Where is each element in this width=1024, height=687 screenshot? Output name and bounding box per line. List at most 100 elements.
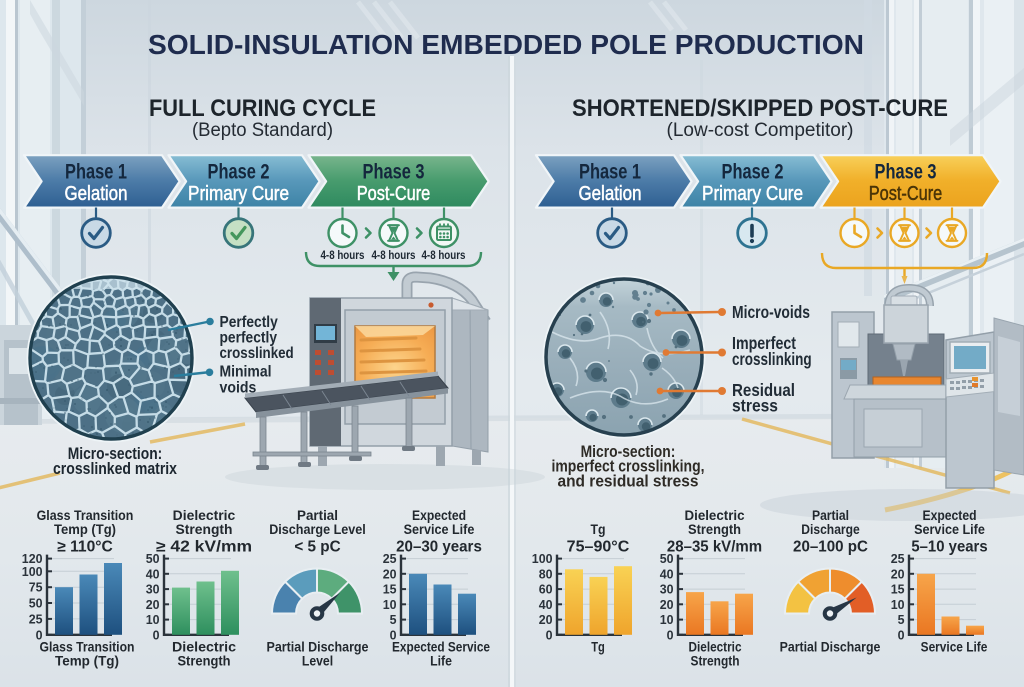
svg-text:Micro-section:: Micro-section: (68, 444, 163, 463)
svg-text:20: 20 (146, 597, 160, 612)
svg-text:20: 20 (383, 566, 397, 581)
svg-text:Tg: Tg (591, 522, 606, 537)
svg-text:Phase 1: Phase 1 (65, 161, 127, 184)
svg-text:Primary Cure: Primary Cure (702, 183, 803, 205)
svg-text:Partial: Partial (297, 508, 338, 523)
svg-text:FULL CURING CYCLE: FULL CURING CYCLE (149, 95, 376, 122)
svg-text:crosslinked: crosslinked (220, 345, 294, 362)
svg-text:Discharge: Discharge (801, 522, 860, 537)
svg-text:Strength: Strength (176, 522, 233, 537)
svg-text:Gelation: Gelation (579, 183, 642, 205)
svg-text:75: 75 (29, 580, 43, 595)
svg-text:Expected: Expected (923, 508, 977, 523)
svg-text:perfectly: perfectly (220, 330, 278, 347)
svg-text:voids: voids (220, 380, 257, 397)
svg-text:0: 0 (390, 627, 397, 642)
svg-text:0: 0 (546, 627, 553, 642)
svg-text:Micro-section:: Micro-section: (581, 442, 676, 461)
svg-text:50: 50 (29, 596, 43, 611)
svg-text:≥ 42 kV/mm: ≥ 42 kV/mm (156, 539, 252, 556)
svg-text:Service Life: Service Life (914, 522, 985, 537)
svg-text:0: 0 (667, 627, 674, 642)
svg-text:Glass Transition: Glass Transition (40, 640, 135, 655)
svg-text:15: 15 (383, 582, 397, 597)
svg-text:Dielectric: Dielectric (689, 640, 742, 655)
svg-text:10: 10 (660, 612, 674, 627)
svg-text:Residual: Residual (732, 380, 795, 400)
svg-text:crosslinked matrix: crosslinked matrix (53, 459, 177, 478)
svg-text:80: 80 (539, 566, 553, 581)
svg-text:120: 120 (22, 551, 43, 566)
svg-text:0: 0 (36, 627, 43, 642)
svg-text:25: 25 (29, 611, 43, 626)
svg-text:40: 40 (660, 566, 674, 581)
svg-text:4-8 hours: 4-8 hours (372, 248, 416, 262)
svg-text:Perfectly: Perfectly (220, 314, 279, 331)
svg-text:20: 20 (539, 612, 553, 627)
svg-text:Post-Cure: Post-Cure (357, 183, 431, 205)
svg-text:crosslinking: crosslinking (732, 349, 812, 369)
svg-text:20: 20 (891, 566, 905, 581)
svg-text:Post-Cure: Post-Cure (869, 183, 943, 205)
svg-text:Partial Discharge: Partial Discharge (267, 640, 369, 655)
svg-text:Dielectric: Dielectric (173, 508, 236, 523)
svg-text:Minimal: Minimal (220, 364, 272, 381)
svg-text:20–100 pC: 20–100 pC (793, 539, 868, 556)
svg-text:5–10 years: 5–10 years (911, 539, 987, 556)
svg-text:stress: stress (732, 396, 778, 416)
svg-text:40: 40 (539, 597, 553, 612)
svg-text:Glass Transition: Glass Transition (37, 508, 134, 523)
svg-text:30: 30 (146, 582, 160, 597)
svg-text:100: 100 (532, 551, 553, 566)
svg-text:Phase 1: Phase 1 (579, 161, 641, 184)
svg-text:10: 10 (383, 597, 397, 612)
svg-text:Temp (Tg): Temp (Tg) (54, 522, 116, 537)
svg-text:20–30 years: 20–30 years (396, 539, 482, 556)
svg-text:Strength: Strength (177, 654, 230, 669)
svg-text:50: 50 (146, 551, 160, 566)
svg-text:Strength: Strength (691, 654, 740, 669)
svg-text:Temp (Tg): Temp (Tg) (55, 654, 119, 669)
svg-text:Dielectric: Dielectric (172, 640, 237, 655)
svg-text:Life: Life (430, 654, 452, 669)
svg-text:5: 5 (390, 612, 397, 627)
svg-text:Phase 3: Phase 3 (363, 161, 425, 184)
svg-text:and residual stress: and residual stress (558, 472, 699, 491)
svg-text:Service Life: Service Life (404, 522, 475, 537)
svg-text:Service Life: Service Life (921, 640, 988, 655)
svg-text:SOLID-INSULATION EMBEDDED POLE: SOLID-INSULATION EMBEDDED POLE PRODUCTIO… (148, 29, 864, 60)
svg-text:(Low-cost Competitor): (Low-cost Competitor) (667, 120, 854, 141)
svg-text:Expected: Expected (412, 508, 466, 523)
svg-text:Level: Level (302, 654, 333, 669)
svg-text:60: 60 (539, 582, 553, 597)
svg-text:Imperfect: Imperfect (732, 333, 796, 353)
svg-text:Discharge Level: Discharge Level (269, 522, 366, 537)
svg-text:SHORTENED/SKIPPED POST-CURE: SHORTENED/SKIPPED POST-CURE (572, 95, 948, 122)
svg-text:20: 20 (660, 597, 674, 612)
svg-text:Phase 2: Phase 2 (722, 161, 784, 184)
svg-text:4-8 hours: 4-8 hours (422, 248, 466, 262)
svg-text:10: 10 (146, 612, 160, 627)
svg-text:5: 5 (898, 612, 905, 627)
svg-text:Tg: Tg (591, 640, 605, 655)
svg-text:Phase 2: Phase 2 (208, 161, 270, 184)
svg-text:0: 0 (153, 627, 160, 642)
svg-text:Gelation: Gelation (65, 183, 128, 205)
svg-text:Micro-voids: Micro-voids (732, 302, 810, 322)
svg-text:75–90°C: 75–90°C (567, 539, 630, 556)
svg-text:100: 100 (22, 564, 43, 579)
svg-text:25: 25 (383, 551, 397, 566)
svg-text:10: 10 (891, 597, 905, 612)
svg-text:Expected Service: Expected Service (392, 640, 490, 655)
svg-text:0: 0 (898, 627, 905, 642)
svg-text:Partial Discharge: Partial Discharge (780, 640, 881, 655)
svg-text:30: 30 (660, 582, 674, 597)
svg-text:25: 25 (891, 551, 905, 566)
svg-text:50: 50 (660, 551, 674, 566)
svg-text:4-8 hours: 4-8 hours (321, 248, 365, 262)
svg-text:15: 15 (891, 582, 905, 597)
svg-text:(Bepto Standard): (Bepto Standard) (192, 120, 333, 141)
svg-text:imperfect crosslinking,: imperfect crosslinking, (552, 457, 705, 476)
svg-text:Primary Cure: Primary Cure (188, 183, 289, 205)
svg-text:≥ 110°C: ≥ 110°C (57, 539, 113, 556)
